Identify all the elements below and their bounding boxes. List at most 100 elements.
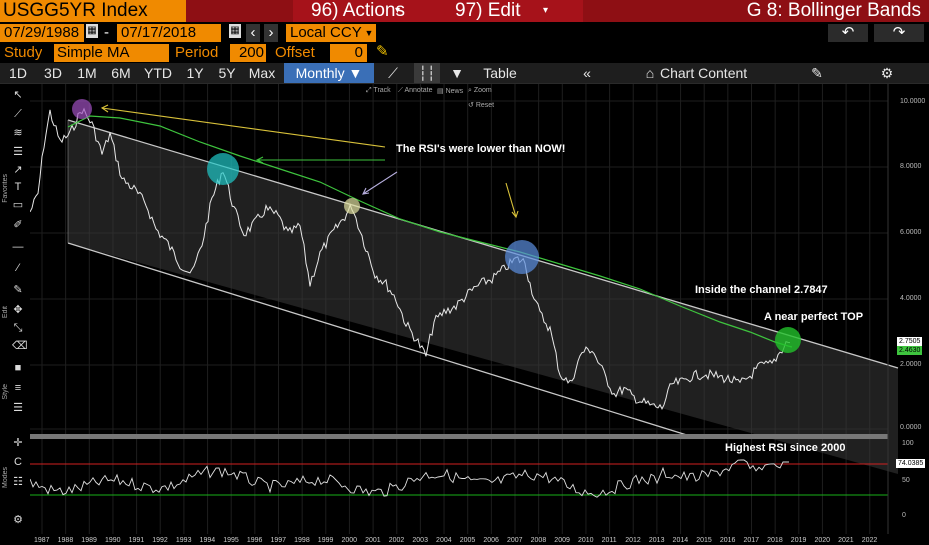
chart-content-icon[interactable]: ⌂ [645, 65, 655, 81]
price-axis-label: 6.0000 [900, 229, 922, 236]
rsi-axis-label: 100 [902, 440, 914, 447]
start-calendar-icon[interactable]: ▦ [86, 24, 98, 38]
brush-icon[interactable]: ✐ [13, 219, 23, 231]
year-tick-label: 2005 [459, 537, 476, 544]
range-ytd[interactable]: YTD [144, 65, 172, 81]
edit-menu[interactable]: 97) Edit [422, 0, 583, 22]
year-tick-label: 1999 [317, 537, 334, 544]
line-weight-icon[interactable]: ☰ [13, 402, 23, 414]
forward-button[interactable]: ↷ [874, 24, 924, 42]
year-tick-label: 2014 [672, 537, 689, 544]
pointer-icon[interactable]: ↖ [13, 89, 23, 101]
mode-c-icon[interactable]: C [14, 456, 22, 468]
price-axis-label: 4.0000 [900, 295, 922, 302]
next-period-button[interactable]: › [264, 24, 278, 42]
study-select[interactable]: Simple MA [54, 44, 169, 62]
erase-icon[interactable]: ⌫ [12, 340, 28, 352]
settings-gear-icon[interactable]: ⚙ [880, 65, 894, 81]
channel-lower-line [67, 242, 691, 437]
year-tick-label: 2012 [625, 537, 641, 544]
year-tick-label: 2017 [743, 537, 760, 544]
year-tick-label: 2010 [577, 537, 594, 544]
line-tool-icon[interactable]: — [12, 241, 24, 253]
frequency-select[interactable]: Monthly ▼ [284, 63, 374, 83]
year-tick-label: 2015 [696, 537, 712, 544]
last-price-tag: 2.7505 [897, 337, 923, 346]
range-1m[interactable]: 1M [77, 65, 97, 81]
year-tick-label: 2018 [767, 537, 783, 544]
shape-tool-icon[interactable]: ▭ [12, 199, 24, 211]
annotation-inside-channel: Inside the channel 2.7847 [695, 284, 828, 296]
year-tick-label: 2011 [601, 537, 617, 544]
range-max[interactable]: Max [248, 65, 276, 81]
color-swatch-icon[interactable]: ■ [14, 362, 22, 374]
arrow-tool-icon[interactable]: ↗ [13, 164, 23, 176]
line-chart-icon[interactable]: ⟋ [388, 65, 398, 81]
end-calendar-icon[interactable]: ▦ [229, 24, 241, 38]
zoom-tool[interactable]: ⌕ Zoom [468, 87, 492, 94]
chart-type-dropdown-icon[interactable]: ▼ [450, 65, 464, 81]
year-tick-label: 2013 [648, 537, 665, 544]
table-button[interactable]: Table [483, 65, 517, 81]
scale-icon[interactable]: ⤡ [13, 322, 23, 334]
text-tool-icon[interactable]: T [14, 181, 22, 193]
edit-pen-icon[interactable]: ✎ [13, 284, 23, 296]
year-tick-label: 1987 [34, 537, 50, 544]
line-style-icon[interactable]: ≡ [14, 382, 22, 394]
year-tick-label: 1989 [81, 537, 97, 544]
range-6m[interactable]: 6M [111, 65, 131, 81]
annotation-highest-rsi: Highest RSI since 2000 [725, 442, 846, 454]
rsi-series [30, 459, 789, 498]
offset-field[interactable]: 0 [330, 44, 367, 62]
year-tick-label: 1990 [104, 537, 121, 544]
range-5y[interactable]: 5Y [218, 65, 236, 81]
actions-dropdown-icon[interactable]: ▾ [395, 5, 401, 16]
ticker-field[interactable]: USGG5YR Index [0, 0, 186, 22]
period-label: Period [175, 44, 219, 61]
move-icon[interactable]: ✥ [13, 304, 23, 316]
period-field[interactable]: 200 [230, 44, 266, 62]
crosshair-icon[interactable]: ✛ [13, 437, 23, 449]
currency-dropdown-icon[interactable]: ▼ [362, 24, 376, 42]
mode-list-icon[interactable]: ☷ [13, 476, 23, 488]
end-date-field[interactable]: 07/17/2018 [117, 24, 221, 42]
track-tool[interactable]: ⤢ Track [366, 87, 391, 94]
start-date-field[interactable]: 07/29/1988 [0, 24, 84, 42]
marker-1994-top [207, 153, 239, 185]
annotation-near-top: A near perfect TOP [764, 311, 864, 323]
range-1d[interactable]: 1D [9, 65, 27, 81]
channel-upper-line [67, 119, 899, 369]
year-tick-label: 2022 [861, 537, 878, 544]
edit-dropdown-icon[interactable]: ▾ [543, 5, 549, 16]
currency-select[interactable]: Local CCY [286, 24, 362, 42]
year-tick-label: 1993 [175, 537, 192, 544]
study-label: Study [4, 44, 43, 61]
actions-menu[interactable]: 96) Actions [293, 0, 433, 22]
channel-fill [68, 120, 898, 474]
year-tick-label: 2000 [341, 537, 358, 544]
bottom-settings-icon[interactable]: ⚙ [13, 514, 23, 526]
year-tick-label: 2007 [507, 537, 523, 544]
back-button[interactable]: ↶ [828, 24, 868, 42]
reset-tool[interactable]: ↺ Reset [468, 102, 495, 109]
chart-content-button[interactable]: Chart Content [660, 65, 748, 81]
year-tick-label: 2016 [719, 537, 736, 544]
range-3d[interactable]: 3D [44, 65, 62, 81]
pencil-icon[interactable]: ✎ [376, 43, 389, 60]
news-tool[interactable]: ▤ News [437, 88, 464, 95]
annotation-rsi-lower: The RSI's were lower than NOW! [396, 143, 566, 155]
bar-chart-icon[interactable]: ┆┆ [414, 63, 440, 83]
prev-period-button[interactable]: ‹ [246, 24, 260, 42]
annotate-tool[interactable]: ⟋ Annotate [398, 87, 433, 94]
ray-icon[interactable]: ⁄ [17, 262, 19, 274]
year-tick-label: 1991 [128, 537, 145, 544]
range-1y[interactable]: 1Y [186, 65, 204, 81]
channel-icon[interactable]: ≋ [13, 127, 23, 139]
marker-2018-top [775, 327, 801, 353]
collapse-icon[interactable]: « [583, 65, 591, 81]
year-tick-label: 1988 [57, 537, 74, 544]
trendline-icon[interactable]: ⟋ [14, 108, 22, 120]
edit-chart-icon[interactable]: ✎ [811, 65, 823, 81]
price-chart[interactable] [30, 84, 929, 545]
fib-icon[interactable]: ☰ [13, 146, 23, 158]
